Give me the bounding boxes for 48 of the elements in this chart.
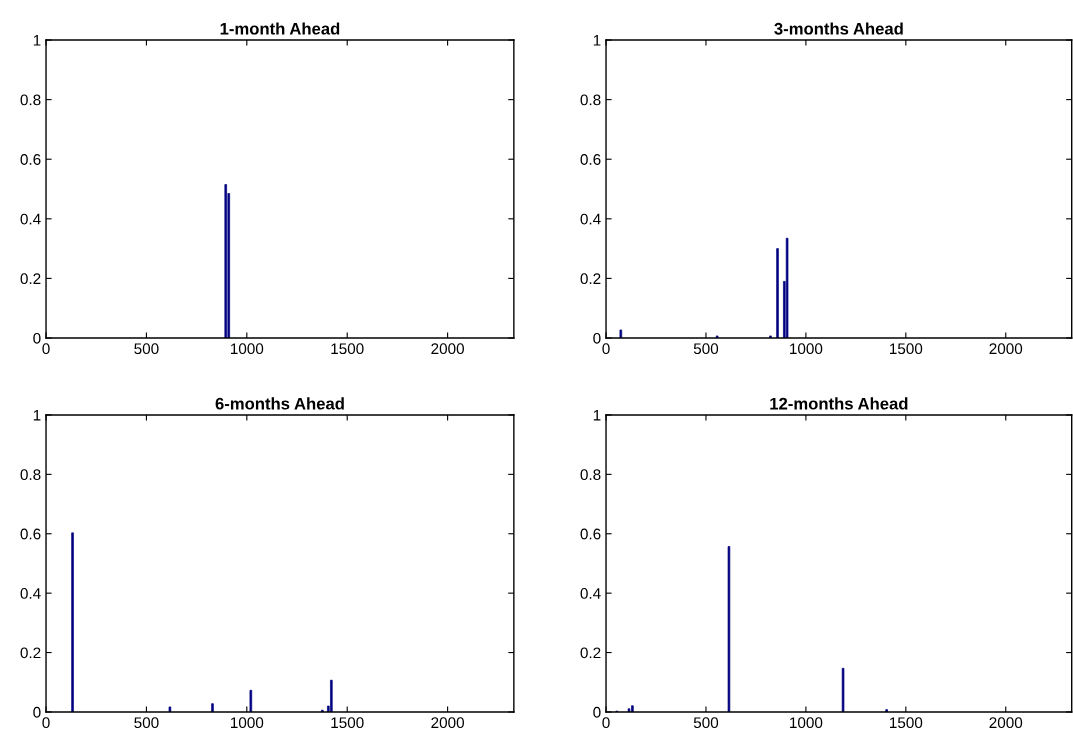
x-tick-label: 1000: [230, 717, 264, 729]
y-tick-label: 0.8: [20, 469, 41, 481]
y-tick-label: 0.2: [580, 273, 601, 285]
x-tick-label: 0: [602, 717, 610, 729]
y-tick-label: 0.4: [20, 588, 41, 599]
y-tick-label: 1: [593, 35, 601, 46]
x-tick-label: 2000: [431, 343, 464, 355]
x-tick-label: 1500: [890, 343, 923, 355]
y-tick-label: 0.6: [20, 154, 41, 165]
x-tick-label: 1500: [331, 717, 364, 729]
x-tick-label: 1000: [230, 343, 264, 355]
chart-title: 1-month Ahead: [220, 22, 340, 35]
x-tick-label: 2000: [989, 717, 1023, 729]
y-tick-label: 0: [33, 706, 41, 718]
y-tick-label: 0.4: [580, 213, 601, 225]
chart-title: 6-months Ahead: [215, 397, 344, 410]
y-tick-label: 0.8: [580, 94, 601, 106]
x-tick-label: 2000: [431, 717, 464, 729]
x-tick-label: 500: [693, 717, 719, 729]
y-tick-label: 0.8: [20, 94, 41, 106]
x-tick-label: 1500: [890, 717, 923, 729]
y-tick-label: 1: [33, 409, 41, 421]
x-tick-label: 500: [693, 343, 719, 355]
x-tick-label: 0: [42, 717, 50, 729]
x-tick-label: 0: [42, 343, 50, 355]
x-tick-label: 2000: [989, 343, 1023, 355]
y-tick-label: 1: [33, 35, 41, 46]
y-tick-label: 0.4: [580, 588, 601, 599]
x-tick-label: 1500: [331, 343, 364, 355]
y-tick-label: 0.6: [20, 528, 41, 540]
y-tick-label: 0: [33, 332, 41, 344]
x-tick-label: 1000: [790, 343, 823, 355]
x-tick-label: 500: [134, 343, 159, 355]
x-tick-label: 1000: [790, 717, 823, 729]
y-tick-label: 0: [593, 706, 601, 718]
y-tick-label: 0.8: [580, 469, 601, 481]
y-tick-label: 0.6: [580, 154, 601, 165]
x-tick-label: 500: [134, 717, 159, 729]
y-tick-label: 0.2: [580, 647, 601, 659]
y-tick-label: 0.2: [20, 273, 41, 285]
chart-title: 3-months Ahead: [774, 22, 903, 35]
y-tick-label: 1: [593, 409, 601, 421]
x-tick-label: 0: [602, 343, 610, 355]
y-tick-label: 0: [593, 332, 601, 344]
y-tick-label: 0.4: [20, 213, 41, 225]
chart-title: 12-months Ahead: [770, 397, 908, 410]
y-tick-label: 0.6: [580, 528, 601, 540]
y-tick-label: 0.2: [20, 647, 41, 659]
